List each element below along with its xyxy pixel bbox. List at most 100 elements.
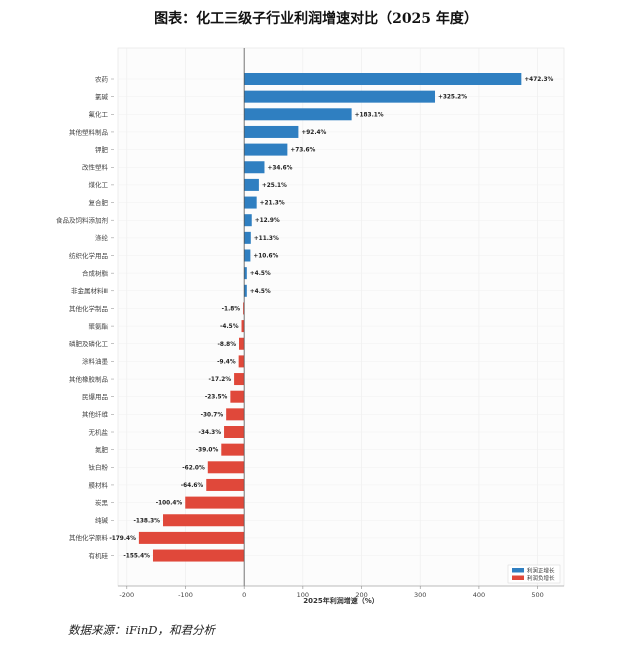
data-label: -1.8% <box>222 306 241 312</box>
bar <box>244 143 288 156</box>
y-tick-label: 磷肥及磷化工 <box>69 339 109 348</box>
data-label: +73.6% <box>290 148 315 154</box>
data-label: -23.5% <box>205 395 228 401</box>
bar <box>138 531 245 544</box>
legend: 利润正增长 利润负增长 <box>507 564 561 584</box>
bar <box>241 320 245 333</box>
data-label: -39.0% <box>196 448 219 454</box>
y-tick-label: 无机盐 <box>89 427 109 436</box>
bar <box>239 337 245 350</box>
bar <box>244 108 352 121</box>
labels-layer: 农药 +472.3% 氯碱 +325.2% 氟化工 +183.1% 其他塑料制品 +92.4%… <box>56 74 554 560</box>
data-label: +25.1% <box>262 183 287 189</box>
data-label: +10.6% <box>253 254 278 260</box>
x-tick-label: 500 <box>531 591 543 599</box>
data-label: +183.1% <box>355 112 384 118</box>
bar <box>244 73 522 85</box>
bar <box>206 478 245 491</box>
legend-swatch-negative <box>512 575 524 580</box>
y-tick-label: 有机硅 <box>89 551 109 560</box>
y-tick-label: 纯碱 <box>95 516 109 525</box>
data-label: +4.5% <box>250 289 271 295</box>
bar <box>244 178 259 191</box>
y-tick-label: 煤化工 <box>89 180 109 189</box>
y-tick-label: 炭黑 <box>95 499 109 507</box>
bar <box>243 302 245 315</box>
bar <box>244 284 247 297</box>
bar <box>163 514 245 527</box>
data-label: -4.5% <box>220 324 239 330</box>
y-tick-label: 氟化工 <box>89 110 109 119</box>
bar <box>226 408 245 421</box>
y-tick-label: 氮肥 <box>95 445 109 454</box>
legend-swatch-positive <box>512 568 524 573</box>
data-label: -9.4% <box>217 359 236 365</box>
legend-label-positive: 利润正增长 <box>527 567 555 575</box>
bar <box>238 355 245 368</box>
data-label: +92.4% <box>301 130 326 136</box>
x-tick-label: 300 <box>414 591 426 599</box>
data-label: +4.5% <box>250 271 271 277</box>
x-tick-label: 0 <box>242 591 246 599</box>
bar <box>244 267 247 280</box>
data-label: -100.4% <box>156 501 183 507</box>
bar <box>152 549 245 562</box>
y-tick-label: 改性塑料 <box>82 163 109 172</box>
data-label: -64.6% <box>181 483 204 489</box>
data-label: -179.4% <box>109 536 136 542</box>
data-label: -155.4% <box>123 554 150 560</box>
y-tick-label: 聚氨酯 <box>89 321 109 330</box>
x-tick-label: 100 <box>297 591 309 599</box>
bar <box>230 390 245 403</box>
y-tick-label: 食品及饲料添加剂 <box>56 216 108 225</box>
data-label: -30.7% <box>201 412 224 418</box>
x-tick-label: 200 <box>355 591 367 599</box>
data-label: +12.9% <box>255 218 280 224</box>
data-label: +472.3% <box>524 77 553 83</box>
x-tick-label: -100 <box>178 591 193 599</box>
legend-label-negative: 利润负增长 <box>527 574 555 582</box>
axis-layer: -200 -100 0 100 200 300 400 500 <box>111 48 564 599</box>
bar <box>244 161 265 174</box>
y-tick-label: 膜材料 <box>89 480 109 489</box>
y-tick-label: 钛白粉 <box>89 463 109 472</box>
data-label: -138.3% <box>133 518 160 524</box>
bar <box>244 231 251 244</box>
y-tick-label: 其他纤维 <box>82 410 109 419</box>
bar <box>244 90 436 103</box>
data-label: +11.3% <box>254 236 279 242</box>
y-tick-label: 其他塑料制品 <box>69 127 108 136</box>
y-tick-label: 民爆用品 <box>82 392 108 401</box>
bar <box>234 373 245 386</box>
data-label: -17.2% <box>209 377 232 383</box>
bar <box>224 426 245 438</box>
bar <box>244 125 299 138</box>
y-tick-label: 复合肥 <box>89 198 109 207</box>
data-label: +34.6% <box>267 165 292 171</box>
y-tick-label: 氯碱 <box>95 92 109 101</box>
x-tick-label: 400 <box>473 591 485 599</box>
y-tick-label: 其他化学原料 <box>69 533 109 542</box>
data-label: -34.3% <box>199 430 222 436</box>
bar <box>185 496 245 509</box>
bar <box>244 249 251 262</box>
y-tick-label: 其他化学制品 <box>69 304 108 313</box>
data-label: +325.2% <box>438 95 467 101</box>
y-tick-label: 合成树脂 <box>82 268 109 277</box>
y-tick-label: 其他橡胶制品 <box>69 374 108 383</box>
data-label: +21.3% <box>260 201 285 207</box>
data-label: -62.0% <box>182 465 205 471</box>
page-title: 图表：化工三级子行业利润增速对比（2025 年度） <box>154 11 478 27</box>
y-tick-label: 纺织化学用品 <box>69 251 108 260</box>
y-tick-label: 钾肥 <box>95 145 109 154</box>
bar <box>244 196 257 209</box>
y-tick-label: 非金属材料Ⅲ <box>71 286 108 295</box>
plot-area <box>117 47 565 587</box>
data-label: -8.8% <box>218 342 237 348</box>
source-note: 数据来源：iFinD，和君分析 <box>68 623 215 637</box>
bar <box>221 443 245 456</box>
y-tick-label: 农药 <box>95 74 109 83</box>
x-axis-title: 2025年利润增速（%） <box>303 596 379 605</box>
bar <box>207 461 245 474</box>
